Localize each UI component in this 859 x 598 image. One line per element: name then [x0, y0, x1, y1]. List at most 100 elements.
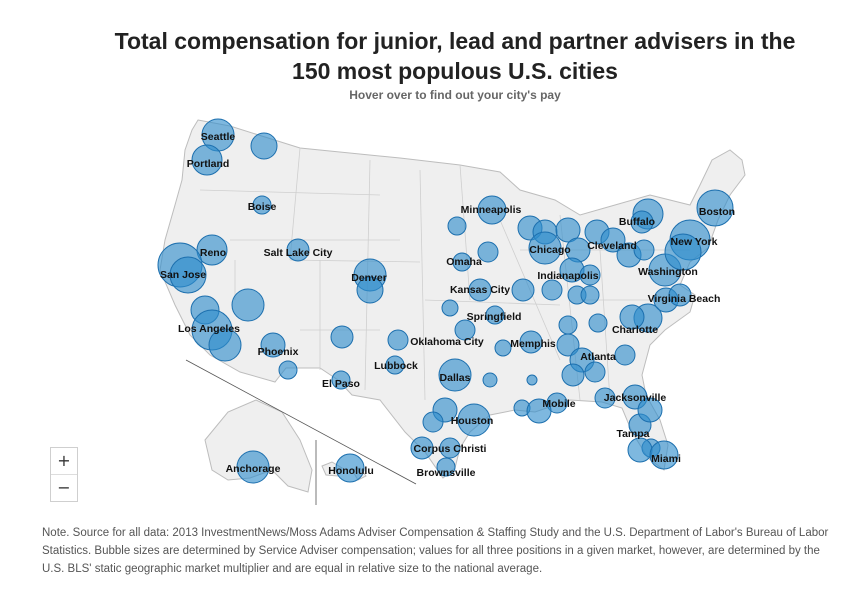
city-bubble[interactable]	[494, 339, 512, 357]
city-label: San Jose	[160, 269, 206, 281]
city-bubble[interactable]	[511, 278, 535, 302]
city-bubble[interactable]	[627, 437, 653, 463]
city-bubble[interactable]	[250, 132, 278, 160]
city-label: Houston	[451, 415, 494, 427]
city-label: Omaha	[446, 256, 482, 268]
city-label: Seattle	[201, 131, 236, 143]
city-label: Reno	[200, 247, 226, 259]
city-bubble[interactable]	[330, 325, 354, 349]
city-label: Salt Lake City	[264, 247, 333, 259]
city-bubble[interactable]	[519, 330, 543, 354]
inset-divider-1	[185, 359, 417, 485]
city-bubble[interactable]	[438, 358, 472, 392]
city-bubble[interactable]	[331, 370, 351, 390]
city-bubble[interactable]	[196, 234, 228, 266]
city-bubble[interactable]	[526, 398, 552, 424]
city-bubble[interactable]	[236, 450, 270, 484]
zoom-divider	[51, 474, 77, 475]
city-bubble[interactable]	[619, 304, 645, 330]
city-bubble[interactable]	[252, 195, 272, 215]
city-bubble[interactable]	[335, 453, 365, 483]
city-label: Mobile	[542, 398, 575, 410]
city-bubble[interactable]	[447, 216, 467, 236]
title-line-2: 150 most populous U.S. cities	[292, 58, 618, 84]
city-bubble[interactable]	[436, 457, 456, 477]
city-bubble[interactable]	[614, 344, 636, 366]
city-label: Honolulu	[328, 465, 374, 477]
city-bubble[interactable]	[439, 437, 461, 459]
city-bubble[interactable]	[561, 363, 585, 387]
city-label: Miami	[651, 453, 681, 465]
bubble-layer[interactable]	[157, 118, 734, 484]
city-label: Chicago	[529, 244, 570, 256]
city-bubble[interactable]	[541, 279, 563, 301]
city-bubble[interactable]	[410, 436, 434, 460]
city-bubble[interactable]	[169, 256, 207, 294]
city-bubble[interactable]	[208, 328, 242, 362]
city-bubble[interactable]	[580, 285, 600, 305]
city-label: El Paso	[322, 378, 360, 390]
city-bubble[interactable]	[387, 329, 409, 351]
city-bubble[interactable]	[191, 144, 223, 176]
city-bubble[interactable]	[452, 252, 472, 272]
city-bubble[interactable]	[649, 440, 679, 470]
city-bubble[interactable]	[584, 361, 606, 383]
city-label: Boise	[248, 201, 277, 213]
city-bubble[interactable]	[600, 227, 626, 253]
city-bubble[interactable]	[356, 276, 384, 304]
city-bubble[interactable]	[594, 387, 616, 409]
city-label: Indianapolis	[537, 270, 598, 282]
source-note: Note. Source for all data: 2013 Investme…	[42, 527, 829, 575]
city-bubble[interactable]	[696, 189, 734, 227]
city-label: Denver	[351, 272, 387, 284]
city-label: Oklahoma City	[410, 336, 484, 348]
state-border-line	[419, 169, 426, 401]
city-bubble[interactable]	[441, 299, 459, 317]
city-label: Los Angeles	[178, 323, 240, 335]
city-bubble[interactable]	[260, 332, 286, 358]
city-label: Minneapolis	[461, 204, 522, 216]
city-label: Springfield	[467, 311, 522, 323]
city-bubble[interactable]	[457, 403, 491, 437]
city-bubble[interactable]	[477, 241, 499, 263]
city-bubble[interactable]	[555, 217, 581, 243]
city-bubble[interactable]	[468, 278, 492, 302]
city-label: Phoenix	[258, 346, 299, 358]
city-bubble[interactable]	[526, 374, 538, 386]
zoom-control: + −	[50, 447, 78, 502]
label-layer: Seattle Portland Boise Reno Salt Lake City Sa…	[160, 131, 735, 479]
city-bubble[interactable]	[485, 305, 505, 325]
city-bubble[interactable]	[286, 238, 310, 262]
city-bubble[interactable]	[482, 372, 498, 388]
state-border-line	[459, 164, 471, 301]
city-bubble[interactable]	[579, 264, 601, 286]
city-label: Charlotte	[612, 324, 658, 336]
city-label: Memphis	[510, 338, 556, 350]
city-bubble[interactable]	[633, 239, 655, 261]
city-bubble[interactable]	[664, 233, 702, 271]
city-bubble[interactable]	[477, 195, 507, 225]
city-bubble[interactable]	[558, 315, 578, 335]
city-bubble[interactable]	[637, 397, 663, 423]
city-label: Tampa	[616, 428, 649, 440]
city-bubble[interactable]	[630, 210, 654, 234]
city-bubble[interactable]	[278, 360, 298, 380]
chart-title: Total compensation for junior, lead and …	[40, 26, 859, 86]
zoom-out-button[interactable]: −	[51, 475, 77, 501]
city-bubble[interactable]	[668, 283, 692, 307]
city-bubble[interactable]	[231, 288, 265, 322]
city-label: Atlanta	[580, 351, 616, 363]
city-bubble[interactable]	[385, 355, 405, 375]
city-bubble[interactable]	[454, 319, 476, 341]
zoom-in-button[interactable]: +	[51, 448, 77, 474]
city-bubble[interactable]	[528, 231, 562, 265]
state-border-line	[289, 259, 421, 263]
city-bubble[interactable]	[556, 333, 580, 357]
alaska-land	[204, 399, 313, 493]
city-bubble[interactable]	[422, 411, 444, 433]
city-label: Virginia Beach	[648, 293, 721, 305]
city-bubble[interactable]	[588, 313, 608, 333]
city-label: Boston	[699, 206, 735, 218]
city-label: Lubbock	[374, 360, 418, 372]
